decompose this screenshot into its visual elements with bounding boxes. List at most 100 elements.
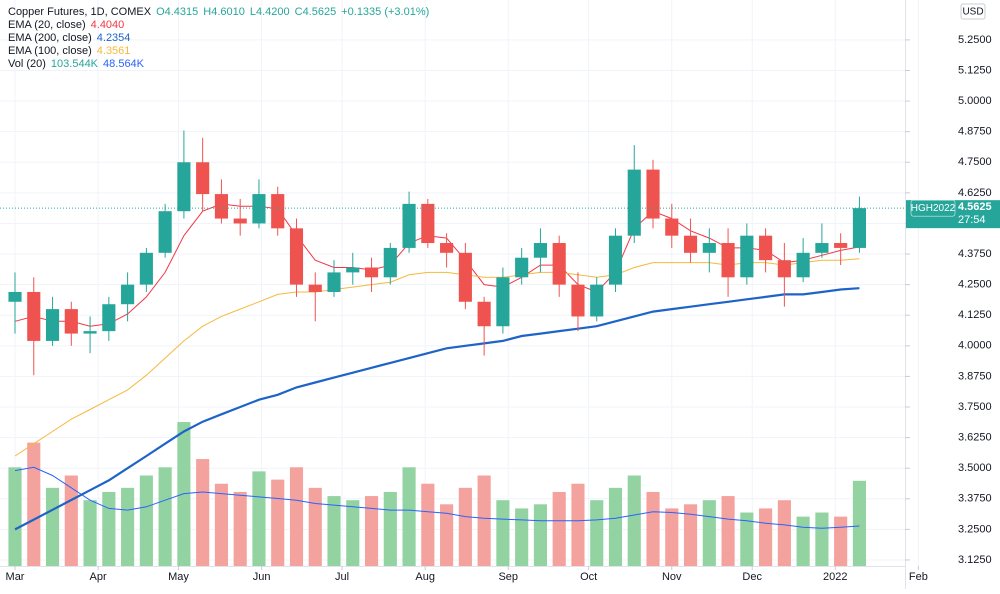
candle-body [627, 169, 641, 236]
volume-bar [721, 496, 735, 566]
ohlc-value: L4.4200 [250, 6, 290, 18]
volume-bar [571, 483, 585, 566]
legend-value: 103.544K [51, 58, 99, 70]
volume-bar [233, 491, 247, 566]
candle-body [815, 243, 829, 253]
candle-body [852, 208, 866, 248]
candle-body [796, 252, 810, 278]
candle-body [327, 272, 341, 292]
volume-bar [702, 500, 716, 566]
x-tick-label: Jun [253, 571, 271, 583]
volume-bar [327, 496, 341, 566]
candle-body [590, 284, 604, 317]
volume-bar [533, 504, 547, 566]
candle-body [64, 309, 78, 334]
candle-body [440, 243, 454, 253]
candle-body [383, 247, 397, 278]
volume-bar [852, 480, 866, 566]
volume-bar [64, 475, 78, 566]
candle-body [139, 252, 153, 285]
candle-body [777, 260, 791, 278]
countdown: 27:54 [958, 214, 986, 226]
x-tick-label: 2022 [823, 571, 847, 583]
ohlc-value: C4.5625 [295, 6, 337, 18]
x-tick-label: Aug [415, 571, 435, 583]
legend-name: Vol (20) [8, 58, 46, 70]
legend-value: 4.2354 [97, 32, 131, 44]
candle-body [702, 243, 716, 253]
volume-bar [834, 516, 848, 566]
candle-body [233, 218, 247, 224]
volume-bar [665, 508, 679, 566]
candle-body [271, 194, 285, 229]
volume-bar [139, 475, 153, 566]
legend-name: EMA (200, close) [8, 32, 92, 44]
x-tick-label: May [168, 571, 189, 583]
x-tick-label: Dec [742, 571, 762, 583]
legend-value: 4.4040 [91, 19, 125, 31]
indicator-line [14, 466, 860, 529]
currency-box[interactable] [960, 3, 986, 20]
volume-bar [214, 483, 228, 566]
candle-body [421, 203, 435, 244]
legend-row: EMA (200, close) 4.2354 [8, 32, 130, 44]
legend-row: Copper Futures, 1D, COMEX O4.4315 H4.6010 L… [8, 6, 429, 18]
candle-body [8, 291, 22, 302]
ohlc-value: +0.1335 (+3.01%) [341, 6, 429, 18]
indicator-line [14, 258, 860, 457]
candle-body [834, 243, 848, 248]
candle-body [289, 228, 304, 285]
legend-value: 4.3561 [97, 45, 131, 57]
y-tick-label: 3.2500 [958, 523, 992, 535]
volume-bar [515, 508, 529, 566]
symbol-label: HGH2022 [911, 203, 956, 214]
y-tick-label: 3.8750 [958, 370, 992, 382]
volume-bar [45, 487, 60, 566]
candle-body [683, 235, 698, 253]
currency: USD [962, 7, 983, 18]
volume-bar [759, 508, 773, 566]
candle-body [121, 284, 135, 305]
candle-body [721, 243, 735, 278]
candle-body [759, 235, 773, 261]
candle-body [158, 211, 172, 253]
candle-body [45, 309, 60, 341]
volume-bar [158, 467, 172, 566]
volume-bar [627, 475, 641, 566]
y-tick-label: 4.2500 [958, 279, 992, 291]
y-tick-label: 4.7500 [958, 156, 992, 168]
symbol-box [910, 199, 956, 217]
x-tick-label: Apr [90, 571, 107, 583]
y-tick-label: 3.1250 [958, 554, 992, 566]
candle-body [214, 194, 228, 219]
indicator-line [14, 287, 860, 531]
candle-body [665, 218, 679, 236]
y-tick-label: 3.3750 [958, 493, 992, 505]
x-tick-label: Nov [662, 571, 682, 583]
y-tick-label: 3.5000 [958, 462, 992, 474]
legend-name: EMA (100, close) [8, 45, 92, 57]
candle-body [740, 235, 754, 278]
volume-bar [796, 516, 810, 566]
y-tick-label: 3.6250 [958, 432, 992, 444]
volume-bar [402, 467, 416, 566]
volume-bar [308, 487, 322, 566]
y-tick-label: 5.1250 [958, 64, 992, 76]
candle-body [177, 162, 191, 212]
indicator-line [14, 203, 860, 327]
y-tick-label: 4.8750 [958, 126, 992, 138]
candle-body [646, 169, 660, 219]
y-tick-label: 4.3750 [958, 248, 992, 260]
candle-body [496, 277, 510, 327]
legend-row: EMA (100, close) 4.3561 [8, 45, 130, 57]
candle-body [571, 284, 585, 317]
candle-body [252, 194, 266, 224]
candle-body [308, 284, 322, 292]
volume-bar [496, 500, 510, 566]
volume-bar [608, 487, 623, 566]
x-tick-label: Feb [909, 571, 928, 583]
candle-body [477, 301, 491, 327]
